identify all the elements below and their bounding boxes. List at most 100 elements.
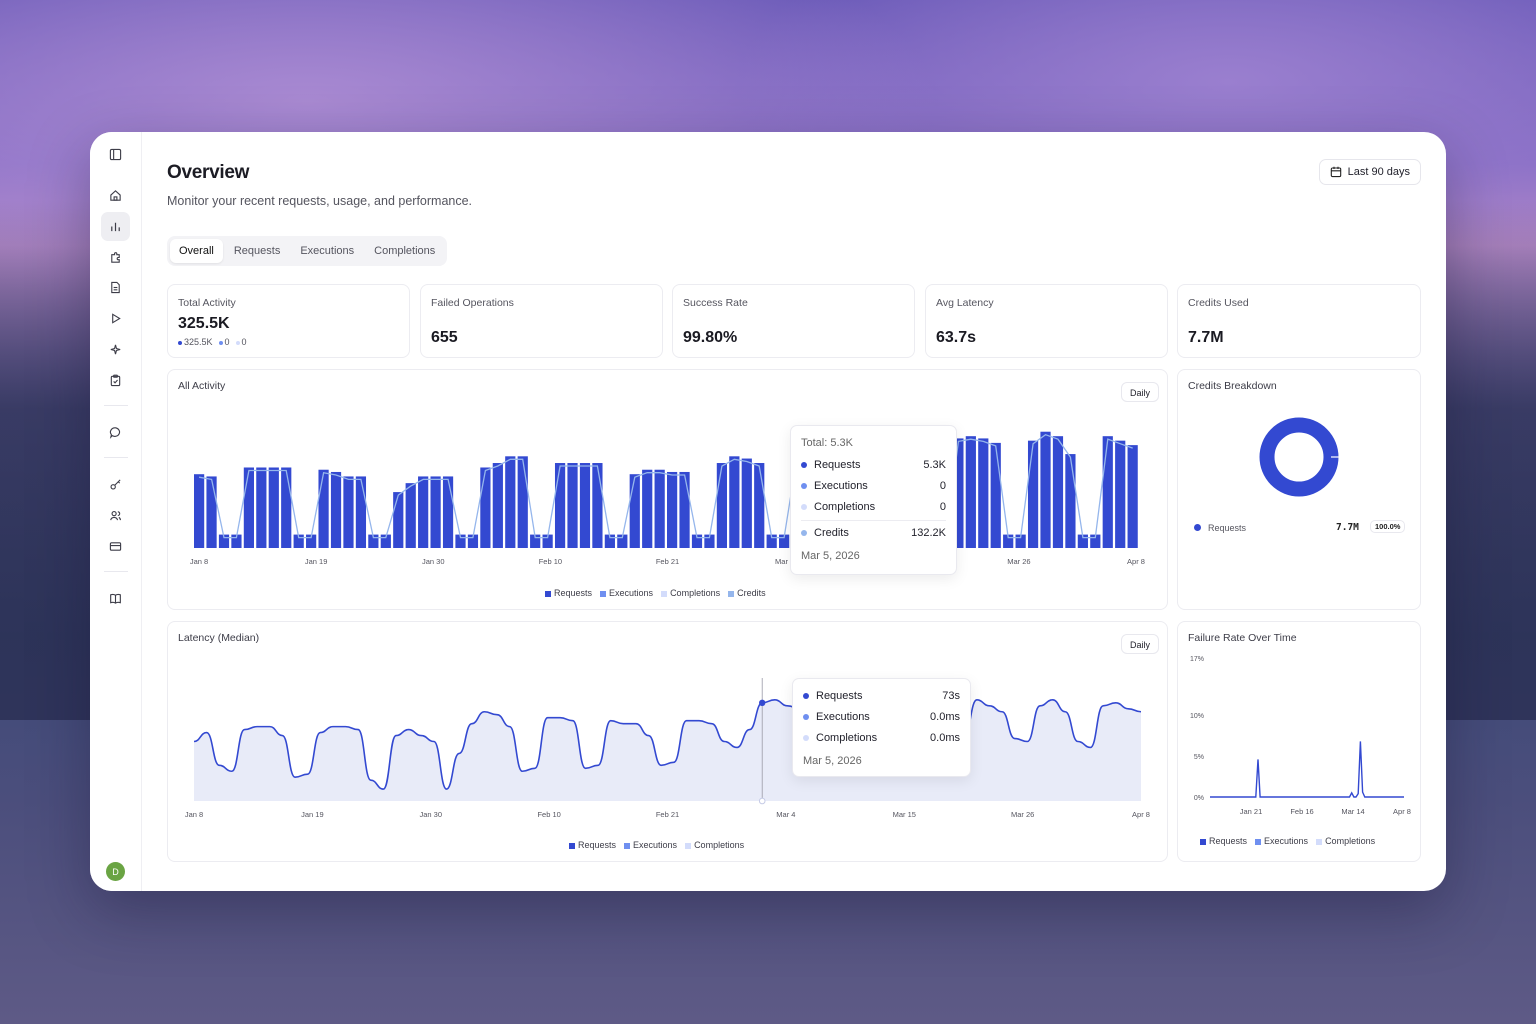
tooltip-divider bbox=[801, 520, 946, 521]
bar-requests bbox=[704, 534, 715, 548]
card-title: Credits Breakdown bbox=[1188, 380, 1277, 392]
chat-icon[interactable] bbox=[101, 418, 130, 447]
bar-requests bbox=[1065, 454, 1076, 548]
play-icon[interactable] bbox=[101, 304, 130, 333]
document-icon[interactable] bbox=[101, 273, 130, 302]
credits-breakdown-row: Requests 7.7M 100.0% bbox=[1194, 520, 1408, 537]
granularity-select[interactable]: Daily bbox=[1120, 634, 1159, 654]
bar-requests bbox=[617, 534, 628, 548]
page-subtitle: Monitor your recent requests, usage, and… bbox=[167, 194, 473, 208]
tab-requests[interactable]: Requests bbox=[233, 245, 281, 257]
bar-requests bbox=[592, 463, 603, 548]
legend-item-requests[interactable]: Requests bbox=[1200, 836, 1247, 846]
date-range-button[interactable]: Last 90 days bbox=[1318, 159, 1421, 185]
bar-requests bbox=[766, 534, 777, 548]
bar-requests bbox=[355, 476, 367, 548]
analytics-icon[interactable] bbox=[101, 212, 130, 241]
y-tick-label: 10% bbox=[1190, 713, 1204, 720]
x-tick-label: Apr 8 bbox=[1132, 810, 1150, 819]
clipboard-icon[interactable] bbox=[101, 366, 130, 395]
bar-requests bbox=[1102, 436, 1113, 548]
bar-requests bbox=[1003, 534, 1014, 548]
breakdown-value: 7.7M bbox=[1336, 522, 1359, 533]
requests-dot bbox=[803, 693, 809, 699]
x-tick-label: Feb 10 bbox=[537, 810, 560, 819]
tab-overall[interactable]: Overall bbox=[170, 239, 223, 263]
x-tick-label: Mar 4 bbox=[775, 557, 794, 566]
tooltip-row-requests: Requests 73s bbox=[803, 690, 960, 702]
card-title: Latency (Median) bbox=[178, 632, 260, 644]
bar-requests bbox=[206, 476, 217, 548]
x-tick-label: Feb 21 bbox=[656, 810, 679, 819]
credits-donut-chart[interactable] bbox=[1178, 400, 1422, 540]
home-icon[interactable] bbox=[101, 181, 130, 210]
stat-card-failed-operations: Failed Operations 655 bbox=[420, 284, 663, 358]
bar-requests bbox=[194, 474, 205, 548]
latency-chart[interactable]: Jan 8 Jan 19 Jan 30 Feb 10 Feb 21 Mar 4 Mar 15… bbox=[168, 622, 1169, 863]
x-tick-label: Jan 8 bbox=[185, 810, 203, 819]
bar-requests bbox=[629, 474, 640, 548]
users-icon[interactable] bbox=[101, 501, 130, 530]
line-requests bbox=[193, 699, 1142, 790]
line-requests bbox=[1210, 741, 1404, 798]
y-tick-label: 5% bbox=[1194, 754, 1204, 761]
bar-requests bbox=[256, 467, 267, 548]
sidebar-divider bbox=[104, 571, 128, 572]
tooltip-row-executions: Executions 0 bbox=[801, 480, 946, 492]
requests-dot bbox=[178, 340, 182, 345]
legend-item-completions[interactable]: Completions bbox=[1316, 836, 1375, 846]
bar-requests bbox=[1127, 445, 1138, 548]
x-tick-label: Jan 30 bbox=[422, 557, 445, 566]
latency-tooltip: Requests 73s Executions 0.0ms Completions 0… bbox=[792, 678, 971, 777]
legend-item-executions[interactable]: Executions bbox=[600, 588, 653, 598]
credits-dot bbox=[801, 530, 807, 536]
legend-item-completions[interactable]: Completions bbox=[685, 840, 744, 850]
legend-item-credits[interactable]: Credits bbox=[728, 588, 766, 598]
granularity-select[interactable]: Daily bbox=[1120, 382, 1159, 402]
stat-value: 325.5K bbox=[178, 315, 230, 332]
failure-rate-chart[interactable]: 17% 10% 5% 0% Jan 21 Feb 16 Mar 14 Apr 8 bbox=[1178, 622, 1422, 863]
legend-item-executions[interactable]: Executions bbox=[1255, 836, 1308, 846]
card-title: All Activity bbox=[178, 380, 226, 392]
bar-requests bbox=[754, 463, 765, 548]
credit-card-icon[interactable] bbox=[101, 532, 130, 561]
bar-requests bbox=[405, 483, 416, 548]
tab-executions[interactable]: Executions bbox=[300, 245, 355, 257]
x-tick-label: Mar 26 bbox=[1011, 810, 1034, 819]
stat-breakdown: 325.5K 0 0 bbox=[178, 337, 247, 347]
bar-requests bbox=[579, 463, 591, 548]
legend-item-requests[interactable]: Requests bbox=[569, 840, 616, 850]
stat-label: Failed Operations bbox=[431, 297, 514, 309]
puzzle-icon[interactable] bbox=[101, 243, 130, 272]
legend-item-executions[interactable]: Executions bbox=[624, 840, 677, 850]
bar-requests bbox=[318, 469, 329, 548]
bar-requests bbox=[293, 534, 304, 548]
bar-requests bbox=[741, 458, 752, 548]
key-icon[interactable] bbox=[101, 470, 130, 499]
legend-item-requests[interactable]: Requests bbox=[545, 588, 592, 598]
avatar[interactable]: D bbox=[106, 862, 125, 881]
bar-requests bbox=[330, 471, 342, 548]
sparkles-icon[interactable] bbox=[101, 335, 130, 364]
legend-item-completions[interactable]: Completions bbox=[661, 588, 720, 598]
x-tick-label: Jan 30 bbox=[419, 810, 442, 819]
x-tick-label: Jan 8 bbox=[190, 557, 208, 566]
breakdown-name: Requests bbox=[1208, 523, 1247, 533]
bar-requests bbox=[1052, 436, 1064, 548]
bar-requests bbox=[604, 534, 615, 548]
bar-requests bbox=[418, 476, 429, 548]
latency-card: Latency (Median) Daily Jan 8 Jan 19 Jan 30… bbox=[167, 621, 1168, 862]
bar-requests bbox=[505, 456, 516, 548]
book-icon[interactable] bbox=[101, 584, 130, 613]
x-tick-label: Apr 8 bbox=[1127, 557, 1145, 566]
background-trees-right bbox=[1441, 200, 1536, 720]
bar-requests bbox=[343, 476, 354, 548]
activity-tooltip: Total: 5.3K Requests 5.3K Executions 0 Com… bbox=[790, 425, 957, 575]
sidebar-toggle-icon[interactable] bbox=[101, 140, 130, 169]
stat-card-success-rate: Success Rate 99.80% bbox=[672, 284, 915, 358]
tab-completions[interactable]: Completions bbox=[374, 245, 436, 257]
bar-requests bbox=[554, 463, 566, 548]
bar-requests bbox=[667, 471, 678, 548]
card-title: Failure Rate Over Time bbox=[1188, 632, 1297, 644]
